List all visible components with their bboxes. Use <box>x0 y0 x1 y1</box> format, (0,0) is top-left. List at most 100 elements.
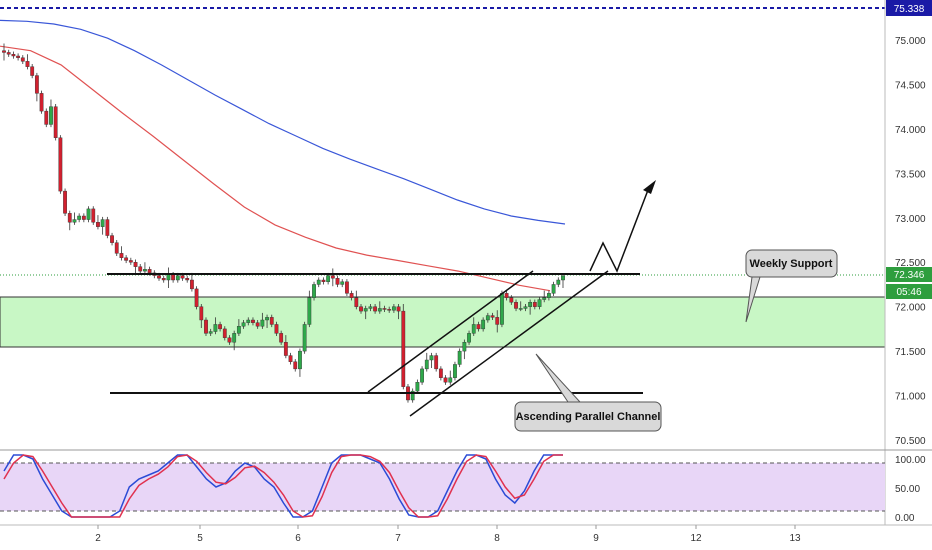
candle <box>138 264 143 274</box>
price-axis: 75.000 74.500 74.000 73.500 73.000 72.500 72.0… <box>895 36 926 447</box>
candle <box>143 262 147 274</box>
candle <box>330 268 335 287</box>
candle <box>424 352 429 372</box>
candle <box>518 301 523 312</box>
price-tick-label: 71.500 <box>895 347 926 358</box>
candle <box>523 304 528 312</box>
candle <box>293 359 298 372</box>
candle <box>382 305 387 312</box>
candle <box>443 375 448 385</box>
candle <box>349 290 354 301</box>
candle <box>321 277 326 285</box>
candle <box>213 317 218 335</box>
current-price-badge <box>886 267 932 282</box>
time-axis: 2 5 6 7 8 9 12 13 <box>95 525 801 544</box>
stochastic-tick-label: 0.00 <box>895 513 915 524</box>
candle <box>373 304 378 314</box>
candle <box>81 213 86 223</box>
countdown-value: 05:46 <box>896 287 921 298</box>
candle <box>514 299 518 312</box>
candle <box>377 301 382 314</box>
candle <box>204 317 208 336</box>
candle <box>467 330 471 345</box>
price-tick-label: 72.500 <box>895 258 926 269</box>
candle <box>6 49 11 57</box>
time-tick-label: 2 <box>95 533 101 544</box>
candle <box>551 281 556 296</box>
candle <box>25 54 30 70</box>
candle <box>96 215 100 230</box>
price-tick-label: 74.000 <box>895 125 926 136</box>
candle <box>227 335 232 345</box>
stochastic-d-line <box>3 454 563 518</box>
candle <box>387 306 392 313</box>
candle <box>161 275 166 283</box>
candle <box>119 246 124 261</box>
candle <box>251 317 255 326</box>
candle <box>438 366 443 381</box>
candle <box>528 299 533 315</box>
time-tick-label: 8 <box>494 533 500 544</box>
candle <box>481 317 486 332</box>
candle <box>189 272 194 292</box>
top-price-value: 75.338 <box>894 4 925 15</box>
candle <box>269 314 274 328</box>
candles-group <box>2 43 565 403</box>
candle <box>218 321 222 332</box>
candle <box>49 99 53 128</box>
candle <box>77 213 82 223</box>
candle <box>500 290 504 328</box>
candle <box>185 275 190 283</box>
candle <box>128 257 133 265</box>
candle <box>222 326 227 341</box>
candle <box>363 305 368 320</box>
stochastic-axis: 100.00 50.00 0.00 <box>895 455 926 524</box>
candle <box>471 317 476 336</box>
channel-label: Ascending Parallel Channel <box>516 411 661 423</box>
channel-callout <box>514 401 662 432</box>
candle <box>298 348 302 377</box>
candle <box>401 304 406 390</box>
time-tick-label: 5 <box>197 533 203 544</box>
time-tick-label: 12 <box>690 533 702 544</box>
candle <box>312 281 316 301</box>
stochastic-tick-label: 100.00 <box>895 455 926 466</box>
candle <box>457 348 462 368</box>
candle <box>91 206 96 225</box>
candle <box>2 43 6 61</box>
candle <box>504 290 509 301</box>
time-tick-label: 9 <box>593 533 599 544</box>
candle <box>110 232 114 246</box>
candle <box>232 330 237 351</box>
candle <box>561 273 565 288</box>
candle <box>509 295 514 305</box>
price-tick-label: 71.000 <box>895 392 926 403</box>
candle <box>274 321 279 336</box>
candle <box>415 379 420 394</box>
candle <box>283 335 288 359</box>
candle <box>340 279 345 288</box>
top-price-badge <box>886 0 932 16</box>
candle <box>359 304 363 314</box>
candle <box>30 64 35 79</box>
candle <box>448 370 453 385</box>
stochastic-tick-label: 50.00 <box>895 484 920 495</box>
candle <box>255 320 260 329</box>
price-tick-label: 72.000 <box>895 303 926 314</box>
candle <box>58 135 63 194</box>
candle <box>429 352 434 368</box>
candle <box>34 72 39 102</box>
candle <box>133 259 138 275</box>
candle <box>199 304 204 328</box>
candle <box>307 290 312 328</box>
price-tick-label: 70.500 <box>895 436 926 447</box>
candle <box>354 290 359 310</box>
candle <box>434 352 439 372</box>
weekly-support-label: Weekly Support <box>750 258 833 270</box>
candle <box>100 216 105 235</box>
stochastic-band <box>0 463 885 511</box>
price-tick-label: 75.000 <box>895 36 926 47</box>
time-tick-label: 13 <box>789 533 801 544</box>
candle <box>495 310 500 333</box>
candle <box>335 275 340 288</box>
